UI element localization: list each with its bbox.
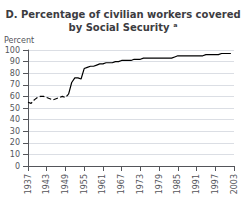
svg-text:40: 40 [10,115,20,124]
svg-text:60: 60 [10,92,20,101]
svg-text:1985: 1985 [173,174,182,194]
svg-text:1973: 1973 [136,174,145,194]
svg-text:1997: 1997 [211,174,220,194]
svg-text:30: 30 [10,127,20,136]
svg-text:70: 70 [10,80,20,89]
svg-text:20: 20 [10,138,20,147]
svg-text:1967: 1967 [117,174,126,194]
svg-text:1949: 1949 [61,174,70,194]
svg-text:D. Percentage of civilian work: D. Percentage of civilian workers covere… [5,9,240,20]
svg-text:1943: 1943 [42,174,51,194]
svg-text:Percent: Percent [4,36,34,45]
svg-text:2003: 2003 [230,174,239,194]
svg-text:90: 90 [10,57,20,66]
svg-text:1991: 1991 [192,174,201,194]
svg-text:1955: 1955 [80,174,89,194]
svg-text:by Social Security ᵃ: by Social Security ᵃ [69,22,178,33]
svg-text:0: 0 [15,162,20,171]
svg-text:1937: 1937 [24,174,33,194]
svg-text:80: 80 [10,69,20,78]
svg-text:50: 50 [10,104,20,113]
svg-text:1961: 1961 [98,174,107,194]
svg-text:1979: 1979 [155,174,164,194]
svg-text:10: 10 [10,150,20,159]
svg-text:100: 100 [5,46,20,55]
